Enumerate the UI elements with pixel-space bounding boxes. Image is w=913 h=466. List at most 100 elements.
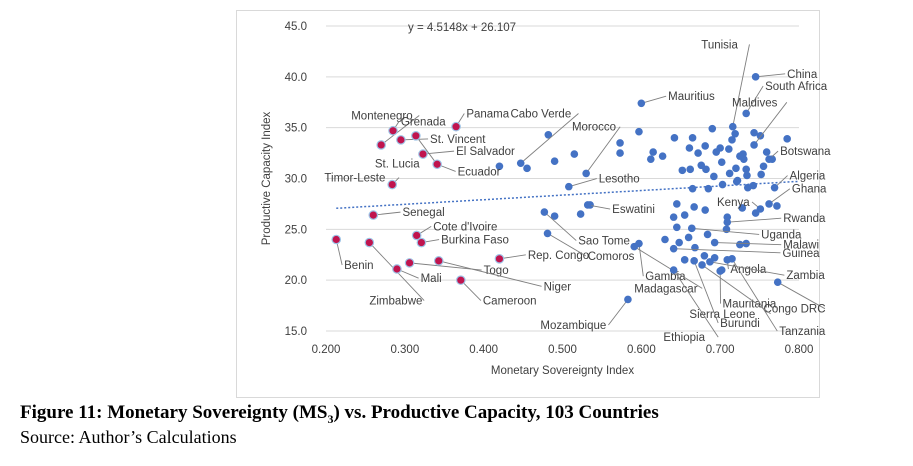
data-point xyxy=(728,136,736,144)
data-point xyxy=(743,171,751,180)
data-label: Montenegro xyxy=(351,111,412,123)
leader-line xyxy=(673,269,719,338)
y-tick-label: 45.0 xyxy=(285,21,307,33)
data-point xyxy=(762,148,771,156)
data-point-highlight xyxy=(404,258,415,268)
data-point xyxy=(686,165,695,174)
data-label: Grenada xyxy=(401,117,446,129)
leader-line xyxy=(709,261,785,276)
data-point xyxy=(725,169,734,178)
figure-caption: Figure 11: Monetary Sovereignty (MS3) vs… xyxy=(20,402,659,426)
data-point xyxy=(732,177,741,186)
data-point xyxy=(690,203,698,211)
data-point-highlight xyxy=(411,230,422,241)
data-point xyxy=(670,134,679,142)
leader-line xyxy=(438,260,542,287)
data-point xyxy=(616,149,624,157)
data-point xyxy=(678,166,687,175)
data-label: Cameroon xyxy=(483,296,537,308)
data-point-highlight xyxy=(364,237,375,248)
data-point xyxy=(680,211,689,219)
leader-line xyxy=(753,102,788,146)
data-point-highlight xyxy=(411,131,421,141)
data-point xyxy=(717,158,726,167)
data-point xyxy=(649,148,657,156)
leader-line xyxy=(755,73,786,78)
data-label: Ethiopia xyxy=(663,332,705,344)
data-label: Ghana xyxy=(792,184,827,196)
leader-line xyxy=(701,264,771,315)
x-tick-label: 0.600 xyxy=(627,344,656,356)
data-point xyxy=(582,169,590,178)
data-label: Cabo Verde xyxy=(510,109,571,121)
data-point xyxy=(742,165,750,174)
data-point xyxy=(680,256,689,264)
data-point xyxy=(624,295,632,304)
leader-line xyxy=(422,150,455,155)
data-point xyxy=(742,109,750,118)
data-point xyxy=(697,161,706,170)
data-label: Togo xyxy=(484,265,509,277)
data-point xyxy=(738,204,747,212)
data-label: Mauritius xyxy=(668,91,715,103)
data-label: Benin xyxy=(344,260,373,272)
data-point-highlight xyxy=(368,210,379,220)
data-point xyxy=(658,152,667,160)
data-point xyxy=(576,210,585,218)
leader-line xyxy=(544,211,577,241)
trendline xyxy=(336,180,800,210)
trendline-equation: y = 4.5148x + 26.107 xyxy=(408,22,516,34)
leader-line xyxy=(587,204,611,210)
data-point xyxy=(783,135,791,143)
y-tick-label: 25.0 xyxy=(285,224,307,236)
data-point xyxy=(723,218,732,227)
data-point xyxy=(757,170,765,179)
data-point xyxy=(687,224,696,233)
data-point xyxy=(756,205,765,213)
x-tick-label: 0.700 xyxy=(706,344,735,356)
data-point xyxy=(773,202,781,210)
data-label: Burkina Faso xyxy=(441,235,509,247)
data-point xyxy=(728,122,737,131)
leader-line xyxy=(731,258,778,332)
data-label: El Salvador xyxy=(456,146,515,158)
data-point xyxy=(765,200,773,208)
data-point xyxy=(728,255,736,263)
data-point xyxy=(565,182,573,191)
y-tick-label: 30.0 xyxy=(285,174,307,186)
data-point-highlight xyxy=(388,125,398,136)
x-tick-label: 0.400 xyxy=(469,344,498,356)
y-axis-title: Productive Capacity Index xyxy=(261,111,273,245)
data-point xyxy=(583,201,592,209)
x-axis-title: Monetary Sovereignty Index xyxy=(491,365,634,377)
data-point xyxy=(495,162,504,171)
data-point xyxy=(630,242,639,251)
data-point xyxy=(708,124,717,133)
leader-line xyxy=(641,95,667,104)
data-point xyxy=(701,142,709,150)
data-point xyxy=(646,155,655,163)
data-point xyxy=(698,261,706,269)
data-point-highlight xyxy=(387,179,398,190)
data-point xyxy=(543,229,552,238)
data-point xyxy=(759,162,768,171)
data-point xyxy=(544,130,553,139)
data-label: Ecuador xyxy=(458,166,501,178)
data-label: Madagascar xyxy=(634,283,697,295)
data-point xyxy=(550,212,559,220)
data-point-highlight xyxy=(396,135,406,145)
data-point-highlight xyxy=(376,140,386,150)
data-point xyxy=(637,99,646,108)
data-label: Comoros xyxy=(588,251,635,263)
leader-line xyxy=(634,246,703,289)
data-label: Congo DRC xyxy=(764,304,826,316)
data-point xyxy=(675,238,683,247)
leader-line xyxy=(745,85,764,114)
data-point xyxy=(616,139,624,147)
leader-line xyxy=(568,178,597,188)
data-label: Mali xyxy=(421,273,442,285)
data-label: Rwanda xyxy=(783,213,826,225)
data-label: Maldives xyxy=(732,97,778,109)
data-point xyxy=(706,258,714,266)
data-point-highlight xyxy=(494,254,505,264)
